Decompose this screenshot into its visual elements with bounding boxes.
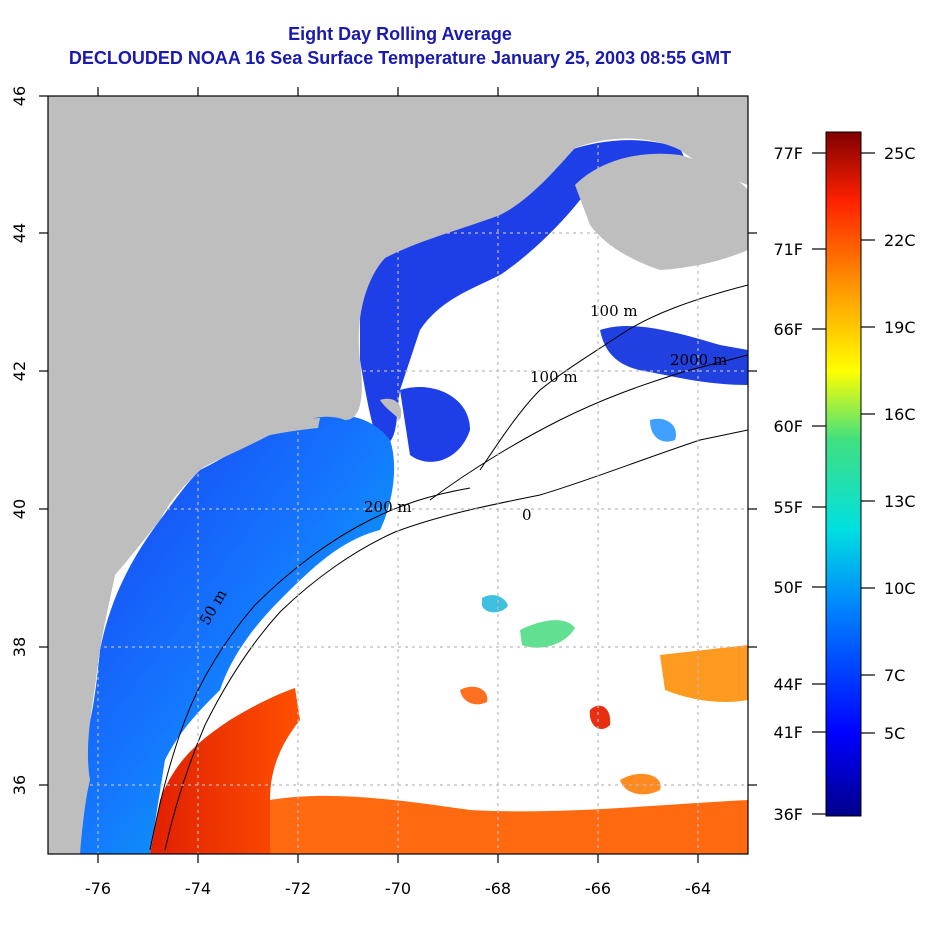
title-line-1: Eight Day Rolling Average [288,24,512,44]
y-tick-label: 44 [10,223,29,243]
colorbar-label-f: 44F [773,675,803,694]
contour-label-2000m: 2000 m [670,351,727,369]
contour-100m [479,284,748,471]
x-tick-label: -74 [185,879,211,898]
colorbar-label-c: 7C [884,666,905,685]
warm-patch-1 [589,705,611,730]
contour-50m [149,487,471,851]
warm-patch-3 [620,773,661,795]
contour-label-200m: 200 m [364,498,412,516]
land-nova-scotia [575,153,748,270]
cool-patch-2 [482,595,508,613]
y-tick-label: 36 [10,775,29,795]
colorbar-label-f: 60F [773,417,803,436]
warm-patch-2 [460,686,488,705]
colorbar-label-c: 13C [884,492,916,511]
cold-water-east [600,325,748,385]
y-tick-label: 38 [10,637,29,657]
colorbar-label-f: 41F [773,723,803,742]
land-mainland [48,96,748,854]
colorbar [825,131,862,817]
colorbar-label-c: 22C [884,231,916,250]
y-tick-label: 46 [10,86,29,106]
title-line-2: DECLOUDED NOAA 16 Sea Surface Temperatur… [68,48,732,68]
colorbar-label-c: 16C [884,405,916,424]
cool-patch-1 [520,620,575,648]
x-tick-label: -66 [585,879,611,898]
colorbar-label-c: 25C [884,144,916,163]
y-tick-label: 42 [10,361,29,381]
colorbar-label-f: 55F [773,498,803,517]
colorbar-label-c: 10C [884,579,916,598]
colorbar-label-c: 5C [884,724,905,743]
y-tick-label: 40 [10,499,29,519]
cold-water-north [360,140,690,450]
contour-label-100m-a: 100 m [590,302,638,320]
colorbar-label-c: 19C [884,318,916,337]
contour-2000m [429,354,748,501]
depth-contours [149,284,748,851]
land-long-island [205,418,320,450]
cold-water-georges [400,386,470,462]
land-cape-cod [380,398,402,420]
colorbar-label-f: 50F [773,578,803,597]
x-tick-label: -72 [285,879,311,898]
gulf-stream [150,688,300,854]
graticule [48,96,748,854]
contour-200m [164,429,748,851]
warm-water-south [270,795,748,854]
contour-label-zero: 0 [522,506,532,524]
colorbar-ticks [812,152,875,815]
cool-patch-3 [650,418,676,442]
colorbar-label-f: 71F [773,240,803,259]
colorbar-label-f: 66F [773,320,803,339]
x-tick-label: -64 [685,879,711,898]
colorbar-label-f: 36F [773,805,803,824]
x-tick-label: -76 [85,879,111,898]
warm-water-patch [660,645,748,702]
contour-label-100m-b: 100 m [530,368,578,386]
colorbar-label-f: 77F [773,144,803,163]
x-tick-label: -70 [385,879,411,898]
x-tick-label: -68 [485,879,511,898]
